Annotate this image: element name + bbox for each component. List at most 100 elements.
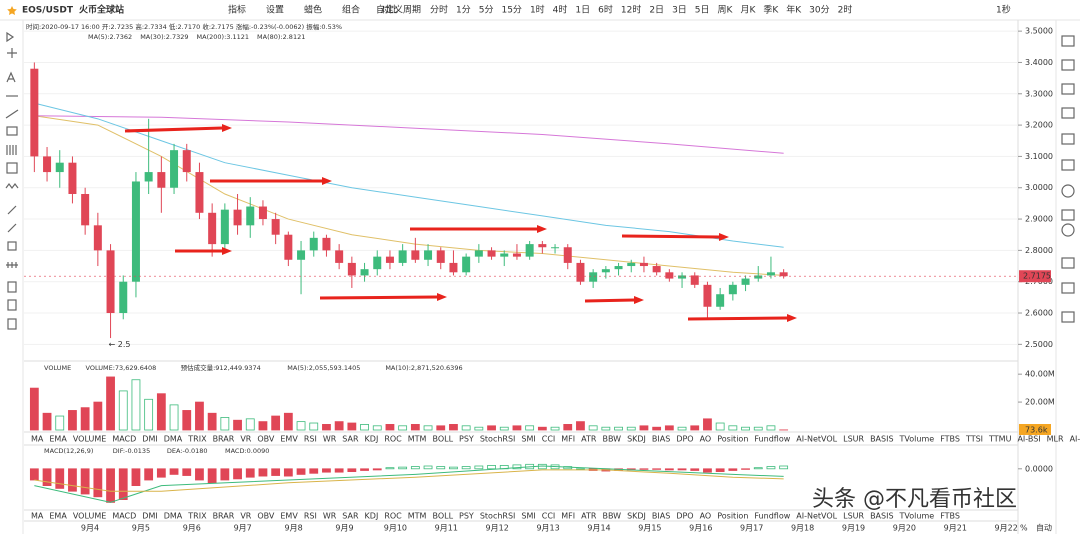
tool-icon[interactable] <box>1061 107 1075 119</box>
magnet-tool[interactable] <box>6 262 18 268</box>
pen-tool[interactable] <box>7 223 17 233</box>
indicator-tab[interactable]: RSI <box>304 512 317 521</box>
ray-tool[interactable] <box>5 109 19 119</box>
period-button[interactable]: 12时 <box>621 4 641 16</box>
tool-icon[interactable] <box>1061 184 1075 198</box>
indicator-tab[interactable]: EMA <box>49 512 67 521</box>
period-button[interactable]: 1分 <box>456 5 471 16</box>
custom-period[interactable]: 自定义周期 <box>376 4 421 16</box>
left-tools[interactable] <box>5 31 19 330</box>
period-button[interactable]: 月K <box>740 5 756 16</box>
indicator-tab[interactable]: PSY <box>459 512 474 521</box>
indicator-tab[interactable]: BBW <box>602 435 621 444</box>
indicator-tab[interactable]: TTMU <box>988 435 1012 444</box>
percent-toggle[interactable]: % <box>1020 524 1028 533</box>
indicator-tab[interactable]: KDJ <box>365 512 379 521</box>
brush-tool[interactable] <box>7 205 17 215</box>
indicator-tab[interactable]: CCI <box>542 512 556 521</box>
indicator-tab[interactable]: SAR <box>342 435 359 444</box>
period-button[interactable]: 周K <box>718 5 734 16</box>
indicator-tab[interactable]: TVolume <box>899 435 935 444</box>
indicator-tab[interactable]: BOLL <box>432 435 453 444</box>
indicator-tab[interactable]: FTBS <box>940 435 960 444</box>
indicator-tab[interactable]: Fundflow <box>754 435 790 444</box>
indicator-tab[interactable]: SKDJ <box>627 512 646 521</box>
indicator-tab[interactable]: FTBS <box>940 512 960 521</box>
period-button[interactable]: 15分 <box>501 5 521 16</box>
indicator-tab[interactable]: MA <box>31 512 44 521</box>
indicator-tab[interactable]: BASIS <box>870 435 893 444</box>
indicator-tab[interactable]: MACD <box>112 435 136 444</box>
period-button[interactable]: 年K <box>786 4 802 16</box>
tool-icon[interactable] <box>1061 133 1075 145</box>
indicator-tab[interactable]: BOLL <box>432 512 453 521</box>
indicator-tab[interactable]: LSUR <box>843 435 864 444</box>
period-button[interactable]: 2日 <box>649 5 664 16</box>
indicator-tab[interactable]: AI-NetVOL <box>796 435 837 444</box>
indicator-tab[interactable]: VR <box>240 435 251 444</box>
indicator-tab[interactable]: ROC <box>384 512 402 521</box>
indicator-tab[interactable]: DMA <box>164 512 183 521</box>
indicator-tab[interactable]: StochRSI <box>480 435 516 444</box>
tool-icon[interactable] <box>1061 311 1075 323</box>
grid-tool[interactable] <box>6 162 18 174</box>
indicator-tab[interactable]: SMI <box>521 512 535 521</box>
cross-tool[interactable] <box>7 48 17 58</box>
indicator-tab[interactable]: BASIS <box>870 512 893 521</box>
indicator-tab[interactable]: VR <box>240 512 251 521</box>
tool-button[interactable]: 对比 <box>380 4 398 16</box>
copy-tool[interactable] <box>7 299 17 311</box>
period-button[interactable]: 分时 <box>430 4 448 16</box>
tool-button[interactable]: 设置 <box>266 5 284 16</box>
tool-icon[interactable] <box>1061 257 1075 269</box>
tool-icon[interactable] <box>1061 35 1075 47</box>
auto-toggle[interactable]: 自动 <box>1036 523 1052 533</box>
indicator-tab[interactable]: MFI <box>561 435 575 444</box>
indicator-tab[interactable]: TTSI <box>965 435 983 444</box>
delete-tool[interactable] <box>7 318 17 330</box>
tool-icon[interactable] <box>1061 83 1075 95</box>
indicator-tab[interactable]: KDJ <box>365 435 379 444</box>
indicator-tab[interactable]: MA <box>31 435 44 444</box>
right-tools[interactable] <box>1061 35 1075 323</box>
tool-icon[interactable] <box>1061 59 1075 71</box>
period-button[interactable]: 1时 <box>530 4 545 16</box>
indicator-tab[interactable]: WR <box>323 512 337 521</box>
indicator-tab[interactable]: OBV <box>257 435 275 444</box>
period-button[interactable]: 5日 <box>695 5 710 16</box>
period-button[interactable]: 4时 <box>553 4 568 16</box>
indicator-tab[interactable]: AI-BSI <box>1017 435 1040 444</box>
indicator-tab[interactable]: AO <box>700 435 712 444</box>
indicator-tab[interactable]: DMI <box>142 435 157 444</box>
indicator-tab[interactable]: SKDJ <box>627 435 646 444</box>
indicator-tab[interactable]: RSI <box>304 435 317 444</box>
indicator-tab[interactable]: AI-PO <box>1070 435 1080 444</box>
indicator-tab[interactable]: BIAS <box>652 512 670 521</box>
indicator-tab[interactable]: ROC <box>384 435 402 444</box>
indicator-tab[interactable]: WR <box>323 435 337 444</box>
indicator-tab[interactable]: VOLUME <box>73 435 107 444</box>
tool-icon[interactable] <box>1061 209 1075 221</box>
indicator-tab[interactable]: DMI <box>142 512 157 521</box>
indicator-tab[interactable]: TRIX <box>187 512 207 521</box>
indicator-tab[interactable]: SMI <box>521 435 535 444</box>
indicator-tab[interactable]: BRAR <box>213 512 235 521</box>
cursor-tool[interactable] <box>6 31 15 43</box>
indicator-tab[interactable]: CCI <box>542 435 556 444</box>
indicator-tab[interactable]: OBV <box>257 512 275 521</box>
indicator-tab[interactable]: EMA <box>49 435 67 444</box>
indicator-tab[interactable]: DMA <box>164 435 183 444</box>
indicator-tab[interactable]: EMV <box>280 435 298 444</box>
period-button[interactable]: 3日 <box>672 5 687 16</box>
indicator-tab[interactable]: BBW <box>602 512 621 521</box>
indicator-tab[interactable]: DPO <box>676 435 693 444</box>
period-button[interactable]: 季K <box>763 4 779 16</box>
indicator-tab[interactable]: MTM <box>408 512 427 521</box>
indicator-tab[interactable]: SAR <box>342 512 359 521</box>
rect-tool[interactable] <box>6 126 18 136</box>
indicator-tab[interactable]: MTM <box>408 435 427 444</box>
channel-tool[interactable] <box>6 145 17 155</box>
indicator-tab[interactable]: Position <box>717 435 748 444</box>
indicator-tab[interactable]: DPO <box>676 512 693 521</box>
indicator-tab[interactable]: Fundflow <box>754 512 790 521</box>
